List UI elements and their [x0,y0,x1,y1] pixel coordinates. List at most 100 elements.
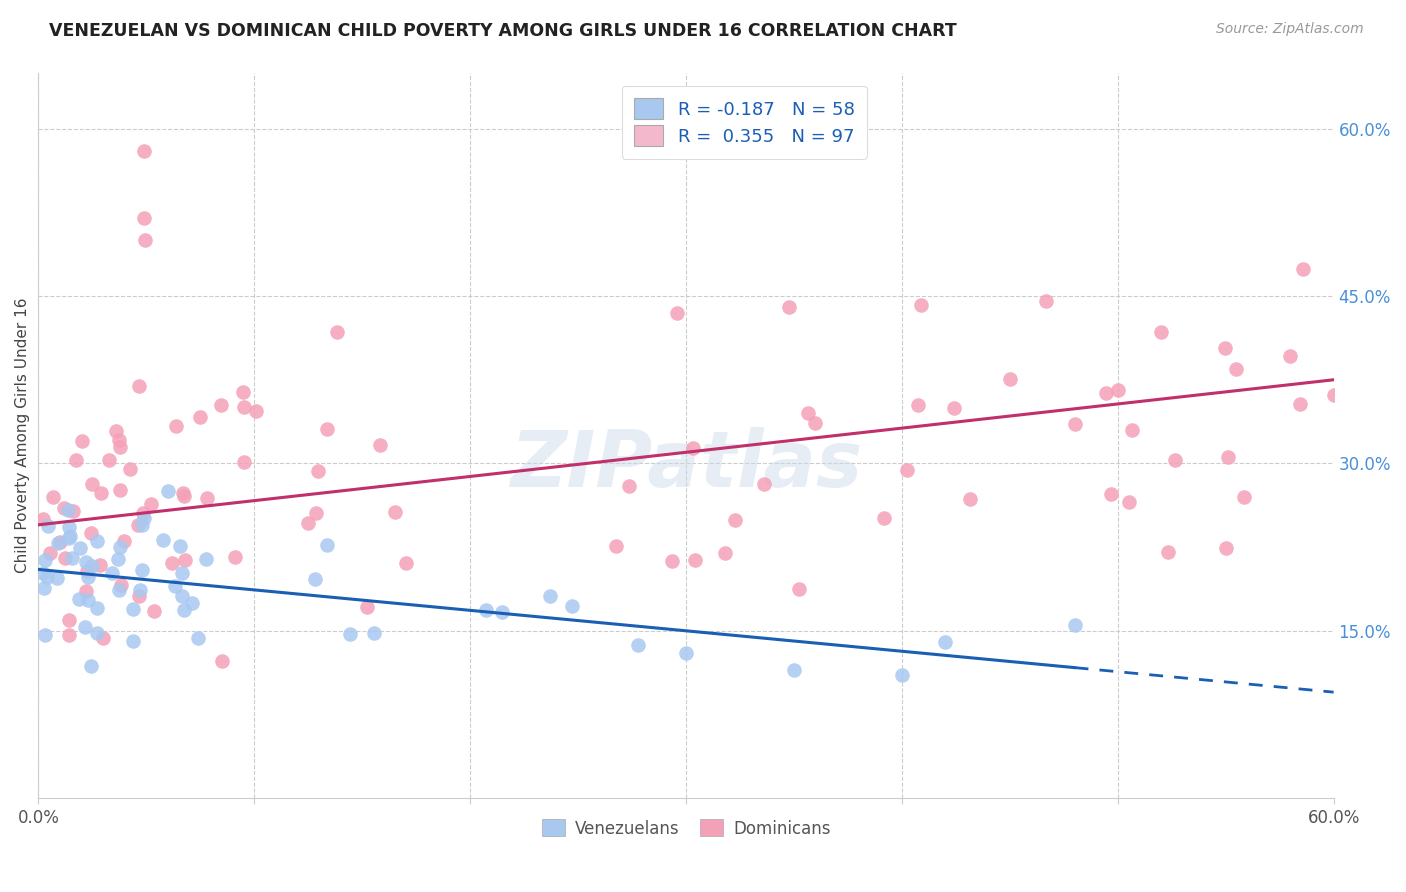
Point [890,668,912,682]
Point [370,438,392,452]
Point [316,421,339,435]
Point [339,627,361,641]
Point [107,551,129,566]
Point [89,558,111,573]
Point [363,626,385,640]
Point [80,525,103,540]
Point [165,419,187,434]
Point [1095,385,1118,400]
Point [245,403,267,417]
Point [783,663,806,677]
Point [356,600,378,615]
Point [1107,384,1129,398]
Point [128,379,150,393]
Point [1215,341,1237,355]
Point [76,564,98,578]
Point [131,563,153,577]
Point [86,626,108,640]
Point [538,589,561,603]
Point [46,535,69,549]
Point [475,603,498,617]
Point [62,504,84,518]
Point [132,506,155,520]
Point [173,603,195,617]
Point [134,233,156,247]
Point [70,434,93,448]
Point [38,546,60,560]
Point [197,491,219,505]
Point [67,592,90,607]
Point [42,490,65,504]
Point [86,533,108,548]
Legend: Venezuelans, Dominicans: Venezuelans, Dominicans [534,813,837,844]
Point [172,485,194,500]
Point [934,635,956,649]
Point [907,398,929,412]
Point [304,573,326,587]
Point [77,570,100,584]
Point [170,566,193,580]
Point [1164,453,1187,467]
Point [170,589,193,603]
Point [132,511,155,525]
Point [1035,294,1057,309]
Point [37,519,59,533]
Point [131,518,153,533]
Point [1292,262,1315,277]
Point [605,539,627,553]
Point [959,492,981,507]
Point [787,582,810,596]
Point [75,620,97,634]
Point [77,593,100,607]
Point [1225,362,1247,376]
Point [53,501,76,516]
Point [58,520,80,534]
Point [211,654,233,668]
Point [188,409,211,424]
Point [1233,490,1256,504]
Point [32,566,55,581]
Point [80,476,103,491]
Point [1099,487,1122,501]
Point [58,627,80,641]
Point [1150,325,1173,339]
Point [1063,417,1085,431]
Point [34,552,56,566]
Point [143,603,166,617]
Point [134,211,156,225]
Text: VENEZUELAN VS DOMINICAN CHILD POVERTY AMONG GIRLS UNDER 16 CORRELATION CHART: VENEZUELAN VS DOMINICAN CHILD POVERTY AM… [49,22,957,40]
Point [69,541,91,556]
Point [90,486,112,500]
Point [75,555,97,569]
Point [58,613,80,627]
Point [232,400,254,414]
Point [804,416,827,430]
Point [112,534,135,549]
Point [58,531,80,545]
Point [60,550,83,565]
Point [1215,541,1237,555]
Point [108,440,131,454]
Point [1063,618,1085,632]
Point [108,483,131,497]
Point [561,599,583,614]
Point [128,590,150,604]
Point [394,556,416,570]
Point [1279,349,1302,363]
Point [91,632,114,646]
Point [666,306,689,320]
Point [661,554,683,568]
Point [1216,450,1239,464]
Point [104,424,127,438]
Point [1157,545,1180,559]
Point [35,570,58,584]
Point [896,463,918,477]
Point [714,546,737,560]
Point [778,300,800,314]
Point [49,534,72,549]
Point [122,634,145,648]
Text: Source: ZipAtlas.com: Source: ZipAtlas.com [1216,22,1364,37]
Point [307,464,329,478]
Point [75,584,97,599]
Point [224,549,246,564]
